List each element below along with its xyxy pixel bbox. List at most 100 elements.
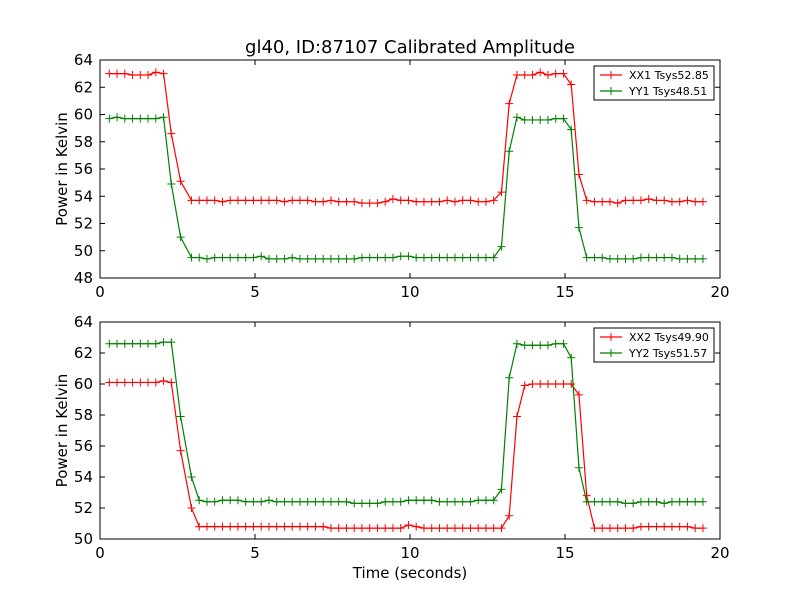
data-point [598, 197, 607, 206]
data-point [210, 522, 219, 531]
data-point [497, 242, 506, 251]
data-point [202, 254, 211, 263]
data-point [559, 114, 568, 123]
data-point [396, 196, 405, 205]
data-point [404, 252, 413, 261]
data-point [443, 524, 452, 533]
data-point [396, 524, 405, 533]
data-point [241, 497, 250, 506]
data-point [167, 129, 176, 138]
data-point [120, 378, 129, 387]
data-point [210, 196, 219, 205]
legend-marker [607, 333, 615, 341]
data-point [481, 524, 490, 533]
data-point [342, 197, 351, 206]
data-point [311, 522, 320, 531]
y-tick-label: 54 [74, 468, 93, 486]
data-point [233, 253, 242, 262]
data-point [629, 524, 638, 533]
data-point [295, 497, 304, 506]
data-point [280, 522, 289, 531]
data-point [151, 339, 160, 348]
data-point [559, 380, 568, 388]
data-point [404, 496, 413, 505]
data-point [644, 522, 653, 531]
data-point [113, 113, 122, 122]
data-point [144, 339, 153, 348]
data-point [567, 353, 576, 362]
y-tick-label: 50 [74, 242, 93, 260]
data-point [590, 197, 599, 206]
data-point [481, 197, 490, 206]
x-tick-label: 0 [95, 283, 105, 301]
data-point [412, 197, 421, 206]
data-point [373, 253, 382, 262]
data-point [151, 378, 160, 387]
data-point [105, 69, 114, 78]
data-point [342, 254, 351, 263]
data-point [691, 254, 700, 263]
data-point [357, 199, 366, 208]
data-point [311, 197, 320, 206]
panel-2: 0 5 10 15 20 50 52 54 56 58 60 62 64 Power in Kelvin T… [53, 313, 730, 582]
data-point [202, 196, 211, 205]
data-point [334, 254, 343, 263]
data-point [419, 524, 428, 533]
data-point [660, 522, 669, 531]
data-point [195, 496, 204, 505]
data-point [319, 254, 328, 263]
data-point [136, 378, 145, 387]
data-point [350, 197, 359, 206]
data-point [435, 497, 444, 506]
legend-marker [607, 87, 615, 95]
data-point [698, 254, 707, 263]
data-point [249, 497, 258, 506]
data-point [105, 378, 114, 387]
legend-label: XX2 Tsys49.90 [629, 331, 709, 344]
data-point [613, 497, 622, 506]
data-point [373, 524, 382, 533]
data-point [226, 522, 235, 531]
data-point [311, 497, 320, 506]
data-point [443, 497, 452, 506]
data-point [412, 253, 421, 262]
x-tick-label: 20 [710, 544, 729, 562]
data-point [388, 524, 397, 533]
data-point [621, 524, 630, 533]
data-point [202, 522, 211, 531]
data-point [497, 188, 506, 197]
y-axis-label: Power in Kelvin [53, 374, 71, 488]
x-tick-label: 15 [555, 283, 574, 301]
data-point [466, 524, 475, 533]
data-point [176, 233, 185, 242]
data-point [450, 497, 459, 506]
data-point [528, 341, 537, 350]
data-point [458, 253, 467, 262]
data-point [683, 196, 692, 205]
x-tick-label: 10 [400, 283, 419, 301]
data-point [326, 497, 335, 506]
data-point [113, 339, 122, 348]
legend-label: YY1 Tsys48.51 [628, 85, 707, 98]
data-point [528, 70, 537, 79]
data-point [342, 497, 351, 506]
data-point [144, 378, 153, 387]
data-point [427, 524, 436, 533]
data-point [388, 253, 397, 262]
data-point [543, 380, 552, 388]
data-point [136, 70, 145, 79]
data-point [404, 521, 413, 530]
data-point [474, 496, 483, 505]
data-point [226, 196, 235, 205]
data-point [280, 497, 289, 506]
data-point [272, 522, 281, 531]
legend: XX1 Tsys52.85 YY1 Tsys48.51 [593, 65, 715, 101]
data-point [176, 412, 185, 421]
y-tick-label: 52 [74, 499, 93, 517]
data-point [257, 497, 266, 506]
data-point [113, 378, 122, 387]
data-point [481, 496, 490, 505]
data-point [636, 253, 645, 262]
data-point [159, 338, 168, 347]
data-point [698, 197, 707, 206]
